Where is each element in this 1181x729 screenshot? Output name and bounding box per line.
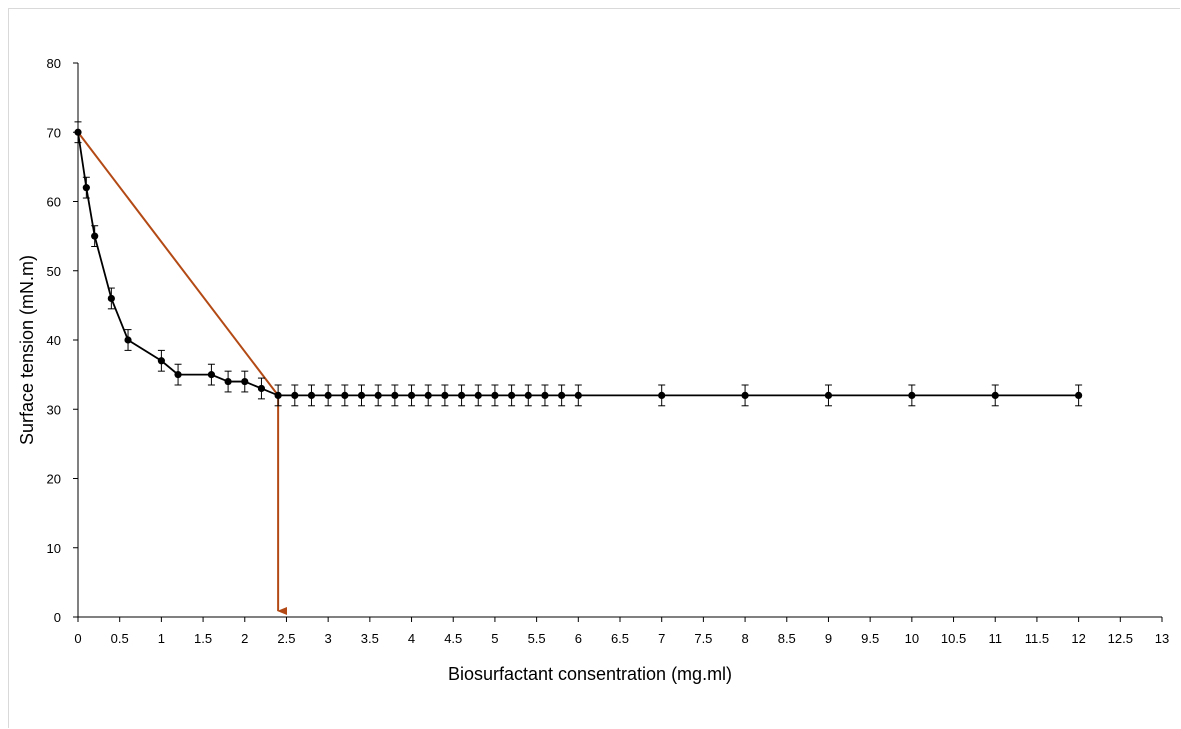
- data-point: [474, 391, 482, 399]
- data-point: [508, 391, 516, 399]
- data-point: [241, 377, 249, 386]
- x-tick-label: 5: [491, 631, 498, 646]
- x-tick-label: 4.5: [444, 631, 462, 646]
- data-point: [441, 391, 449, 399]
- x-tick-label: 11: [988, 631, 1002, 646]
- y-tick-label: 50: [47, 264, 61, 279]
- x-tick-label: 9: [825, 631, 832, 646]
- data-point: [491, 391, 499, 399]
- x-tick-label: 1.5: [194, 631, 212, 646]
- y-tick-label: 80: [47, 56, 61, 71]
- data-series: [74, 121, 1083, 407]
- axes: [73, 62, 1163, 622]
- data-point: [524, 391, 532, 399]
- data-point: [574, 391, 582, 399]
- data-point: [357, 391, 366, 399]
- data-point: [174, 371, 182, 379]
- data-point: [908, 391, 916, 399]
- y-tick-label: 30: [47, 402, 61, 417]
- x-axis-title: Biosurfactant consentration (mg.ml): [448, 664, 732, 684]
- data-point: [291, 391, 299, 399]
- data-point: [107, 294, 115, 303]
- annotation-line: [77, 131, 279, 397]
- data-point: [207, 371, 216, 379]
- x-tick-label: 8: [741, 631, 748, 646]
- x-tick-label: 3: [325, 631, 332, 646]
- x-tick-label: 12: [1071, 631, 1085, 646]
- series-line: [77, 132, 1079, 397]
- data-point: [457, 391, 466, 399]
- data-point: [991, 391, 999, 399]
- data-point: [307, 391, 316, 399]
- data-point: [374, 391, 382, 399]
- data-point: [74, 128, 82, 136]
- data-point: [741, 391, 749, 399]
- chart-frame: [8, 8, 1180, 728]
- y-tick-label: 20: [47, 472, 61, 487]
- data-point: [658, 391, 666, 399]
- data-point: [274, 391, 282, 399]
- y-tick-label: 70: [47, 125, 61, 140]
- data-point: [391, 391, 399, 399]
- x-tick-label: 0.5: [111, 631, 129, 646]
- x-tick-label: 11.5: [1025, 631, 1049, 646]
- data-point: [424, 391, 432, 399]
- x-tick-label: 10: [905, 631, 919, 646]
- x-tick-label: 7.5: [694, 631, 712, 646]
- x-tick-label: 13: [1155, 631, 1169, 646]
- x-tick-label: 1: [158, 631, 165, 646]
- data-point: [341, 391, 349, 399]
- data-point: [82, 184, 90, 192]
- data-point: [541, 391, 549, 399]
- data-point: [824, 391, 833, 399]
- data-point: [224, 377, 232, 386]
- x-tick-label: 8.5: [778, 631, 796, 646]
- data-point: [124, 336, 132, 344]
- y-tick-label: 40: [47, 333, 61, 348]
- x-tick-label: 2: [241, 631, 248, 646]
- x-tick-label: 5.5: [528, 631, 546, 646]
- x-tick-label: 6: [575, 631, 582, 646]
- y-tick-label: 60: [47, 195, 61, 210]
- x-tick-label: 3.5: [361, 631, 379, 646]
- data-point: [157, 357, 165, 365]
- x-tick-label: 12.5: [1108, 631, 1133, 646]
- x-tick-label: 4: [408, 631, 415, 646]
- data-point: [558, 391, 566, 399]
- data-point: [407, 391, 416, 399]
- x-tick-label: 9.5: [861, 631, 879, 646]
- data-point: [91, 232, 99, 240]
- y-tick-label: 0: [54, 610, 61, 625]
- data-point: [1075, 391, 1083, 399]
- x-tick-label: 6.5: [611, 631, 629, 646]
- annotations: [77, 131, 288, 615]
- data-point: [257, 384, 266, 393]
- data-point: [324, 391, 332, 399]
- x-tick-label: 0: [74, 631, 81, 646]
- x-tick-label: 2.5: [277, 631, 295, 646]
- x-tick-label: 10.5: [941, 631, 966, 646]
- x-tick-label: 7: [658, 631, 665, 646]
- y-axis-title: Surface tension (mN.m): [17, 255, 37, 445]
- y-tick-label: 10: [47, 541, 61, 556]
